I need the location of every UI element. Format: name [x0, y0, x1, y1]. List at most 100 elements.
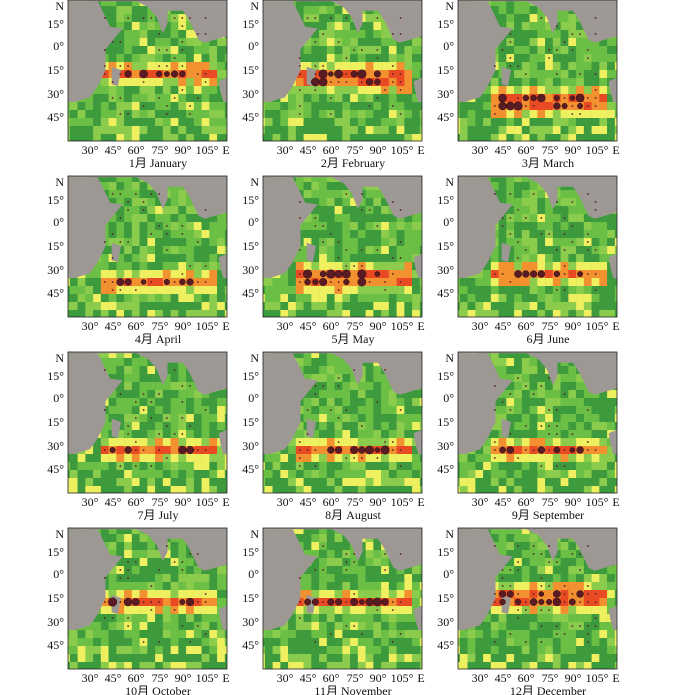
x-axis-label: 45°: [300, 143, 317, 157]
x-axis-label: 60°: [323, 143, 340, 157]
grid-cell: [69, 646, 78, 655]
grid-cell: [319, 102, 327, 111]
grid-cell: [155, 606, 163, 615]
station-dot: [345, 57, 348, 59]
grid-cell: [568, 486, 577, 493]
grid-cell: [201, 86, 210, 95]
grid-cell: [209, 38, 218, 47]
grid-cell: [155, 470, 163, 479]
x-axis-label: 105°: [586, 495, 609, 509]
grid-cell: [147, 38, 156, 47]
grid-cell: [264, 110, 273, 119]
grid-cell: [591, 414, 600, 423]
grid-cell: [319, 176, 327, 183]
grid-cell: [147, 486, 156, 493]
grid-cell: [388, 110, 397, 119]
grid-cell: [77, 454, 86, 463]
station-dot: [103, 617, 106, 619]
grid-cell: [475, 110, 484, 119]
grid-cell: [545, 206, 553, 215]
grid-cell: [170, 462, 179, 471]
grid-cell: [178, 454, 187, 463]
grid-cell: [614, 118, 617, 127]
grid-cell: [303, 176, 312, 183]
grid-cell: [217, 278, 225, 287]
grid-cell: [186, 310, 194, 317]
grid-cell: [217, 94, 225, 103]
grid-cell: [311, 54, 320, 63]
grid-cell: [545, 390, 553, 399]
x-axis-label: 75°: [152, 495, 169, 509]
grid-cell: [131, 198, 140, 207]
grid-cell: [217, 390, 225, 399]
grid-cell: [326, 454, 335, 463]
grid-cell: [607, 286, 615, 295]
grid-cell: [490, 286, 499, 295]
grid-cell: [537, 70, 546, 79]
grid-cell: [217, 54, 225, 63]
grid-cell: [295, 262, 304, 271]
grid-cell: [373, 38, 382, 47]
grid-cell: [295, 422, 304, 431]
grid-cell: [326, 86, 335, 95]
grid-cell: [193, 662, 202, 669]
grid-cell: [224, 646, 227, 655]
grid-cell: [568, 470, 577, 479]
map-panel: N15°0°15°30°45°30° 45° 60° 75° 90° 105° E2月 Fe…: [242, 0, 425, 170]
grid-cell: [155, 462, 163, 471]
grid-cell: [124, 302, 132, 311]
station-dot: [594, 289, 597, 291]
grid-cell: [139, 574, 148, 583]
station-dot: [196, 241, 199, 243]
grid-cell: [170, 134, 179, 141]
grid-cell: [521, 78, 530, 87]
map-area: [68, 176, 227, 317]
grid-cell: [350, 390, 358, 399]
grid-cell: [357, 118, 366, 127]
grid-cell: [77, 278, 86, 287]
grid-cell: [350, 206, 358, 215]
grid-cell: [303, 454, 312, 463]
grid-cell: [108, 486, 117, 493]
grid-cell: [576, 382, 584, 391]
grid-cell: [357, 294, 366, 303]
grid-cell: [193, 398, 202, 407]
grid-cell: [319, 254, 327, 263]
grid-cell: [350, 110, 358, 119]
grid-cell: [607, 398, 615, 407]
grid-cell: [224, 62, 227, 71]
grid-cell: [193, 438, 202, 447]
grid-cell: [552, 294, 561, 303]
grid-cell: [193, 310, 202, 317]
station-dot: [505, 101, 515, 111]
grid-cell: [93, 110, 101, 119]
station-dot: [204, 209, 207, 211]
grid-cell: [224, 102, 227, 111]
grid-cell: [139, 190, 148, 199]
grid-cell: [460, 318, 468, 326]
station-dot: [334, 69, 344, 79]
grid-cell: [373, 134, 382, 141]
grid-cell: [280, 310, 289, 317]
grid-cell: [514, 214, 522, 223]
grid-cell: [365, 30, 374, 39]
grid-cell: [404, 470, 413, 479]
land: [608, 430, 617, 455]
grid-cell: [193, 262, 202, 271]
grid-cell: [342, 390, 351, 399]
grid-cell: [373, 62, 382, 71]
grid-cell: [404, 286, 413, 295]
grid-cell: [498, 414, 507, 423]
grid-cell: [459, 126, 468, 135]
grid-cell: [412, 46, 420, 55]
grid-cell: [459, 278, 468, 287]
grid-cell: [521, 302, 530, 311]
grid-cell: [100, 462, 109, 471]
grid-cell: [139, 422, 148, 431]
grid-cell: [568, 462, 577, 471]
grid-cell: [170, 398, 179, 407]
grid-cell: [147, 30, 156, 39]
map-area: [263, 352, 422, 493]
grid-cell: [350, 30, 358, 39]
grid-cell: [490, 70, 499, 79]
